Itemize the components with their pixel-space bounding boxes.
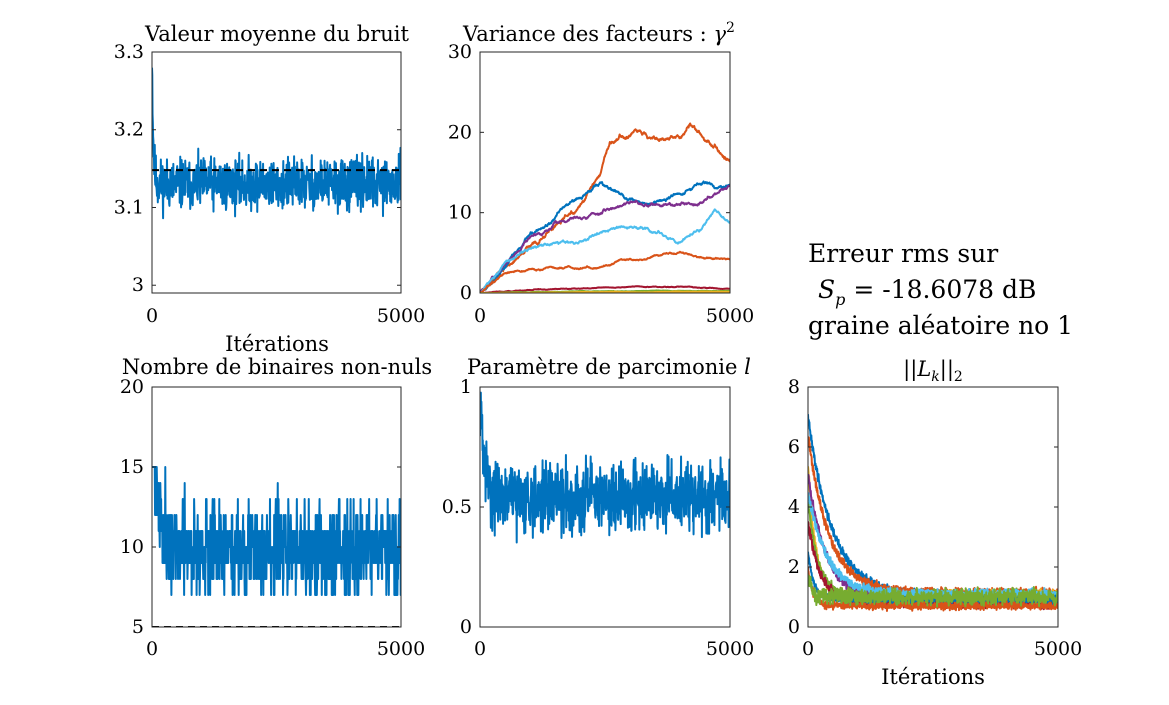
series-line-1: [480, 391, 730, 544]
plot-area: [808, 414, 1058, 612]
x-tick-label: 5000: [377, 305, 425, 327]
panel-title: Nombre de binaires non-nuls: [122, 355, 432, 379]
y-tick-label: 0: [460, 616, 472, 638]
rms-value: = -18.6078 dB: [845, 275, 1036, 304]
panel-title: Variance des facteurs : γ2: [462, 20, 735, 46]
y-tick-label: 2: [788, 556, 800, 578]
sp-subscript: p: [835, 290, 845, 309]
series-line-4: [808, 473, 1058, 606]
panel-sparsity-parameter: Paramètre de parcimonie l 0 5000 00.51: [442, 355, 754, 660]
panel-title: ||Lk||2: [903, 357, 963, 385]
plot-area: [152, 466, 401, 627]
axes-box: [151, 386, 402, 628]
series-line-6: [480, 285, 730, 293]
x-ticks: 0 5000: [474, 305, 754, 327]
y-tick-label: 0: [788, 616, 800, 638]
y-tick-label: 10: [448, 202, 472, 224]
x-axis-label: Itérations: [881, 665, 985, 689]
y-tick-label: 15: [120, 456, 144, 478]
x-tick-label: 5000: [706, 305, 754, 327]
x-tick-label: 0: [474, 638, 486, 660]
x-tick-label: 5000: [1034, 638, 1082, 660]
series-line-5: [480, 250, 730, 293]
series-line-1: [152, 466, 401, 596]
series-line-1: [808, 414, 1058, 604]
panel-factor-variance: Variance des facteurs : γ2 0 5000 010203…: [448, 20, 754, 327]
rms-error-annotation: Erreur rms sur Sp = -18.6078 dB graine a…: [808, 239, 1073, 340]
x-ticks: 0 5000: [802, 638, 1082, 660]
x-axis-label: Itérations: [225, 332, 329, 356]
y-ticks: 0 2 4 6 8: [788, 376, 1058, 638]
y-tick-label: 20: [120, 376, 144, 398]
y-tick-label: 8: [788, 376, 800, 398]
x-tick-label: 0: [474, 305, 486, 327]
series-line-4: [480, 208, 730, 293]
axes-box: [479, 51, 731, 294]
l-symbol: l: [744, 355, 751, 379]
gamma-exponent: 2: [726, 20, 735, 36]
gamma-symbol: γ: [713, 22, 726, 46]
series-line-3: [480, 184, 730, 293]
panel-title-text: Paramètre de parcimonie: [467, 355, 744, 379]
x-tick-label: 0: [146, 305, 158, 327]
l-symbol: L: [916, 357, 931, 381]
y-tick-label: 3.2: [114, 119, 144, 141]
plot-area: [480, 122, 730, 293]
x-tick-label: 0: [802, 638, 814, 660]
y-tick-label: 3.3: [114, 41, 144, 63]
y-tick-label: 4: [788, 496, 800, 518]
annotation-line-2: Sp = -18.6078 dB: [818, 275, 1036, 309]
y-ticks: 5 10 15 20: [120, 376, 401, 638]
x-tick-label: 5000: [706, 638, 754, 660]
y-tick-label: 3: [132, 274, 144, 296]
y-ticks: 3 3.1 3.2 3.3: [114, 41, 401, 296]
series-line-10: [808, 574, 1058, 608]
norm-subscript: 2: [954, 369, 963, 385]
x-ticks: 0 5000: [146, 305, 425, 327]
y-tick-label: 0: [460, 282, 472, 304]
series-line-2: [480, 180, 730, 293]
panel-nonzero-binaries: Nombre de binaires non-nuls 0 5000 5 10 15…: [120, 355, 432, 660]
panel-title-text: Variance des facteurs :: [462, 22, 713, 46]
y-tick-label: 3.1: [114, 196, 144, 218]
annotation-line-3: graine aléatoire no 1: [808, 311, 1073, 340]
panel-title: Paramètre de parcimonie l: [467, 355, 751, 379]
plot-area: [152, 67, 401, 220]
y-tick-label: 1: [460, 376, 472, 398]
y-ticks: 0 10 20 30: [448, 41, 730, 304]
y-tick-label: 5: [132, 616, 144, 638]
x-ticks: 0 5000: [474, 638, 754, 660]
panel-noise-mean: Valeur moyenne du bruit 0 5000 3 3.1 3.2 3.…: [114, 22, 425, 356]
axes-box: [151, 51, 402, 294]
series-line-1: [152, 67, 401, 220]
y-ticks: 00.51: [442, 376, 730, 638]
y-tick-label: 30: [448, 41, 472, 63]
k-subscript: k: [931, 369, 939, 385]
sp-symbol: S: [818, 275, 835, 304]
y-tick-label: 6: [788, 436, 800, 458]
series-line-1: [480, 122, 730, 293]
y-tick-label: 0.5: [442, 496, 472, 518]
x-tick-label: 5000: [377, 638, 425, 660]
y-tick-label: 10: [120, 536, 144, 558]
series-line-8: [480, 290, 730, 293]
panel-title: Valeur moyenne du bruit: [144, 22, 410, 46]
x-ticks: 0 5000: [146, 638, 425, 660]
y-tick-label: 20: [448, 121, 472, 143]
norm-bars-open: ||: [903, 357, 917, 382]
annotation-line-1: Erreur rms sur: [808, 239, 998, 268]
norm-bars-close: ||: [940, 357, 954, 382]
series-line-2: [808, 436, 1058, 600]
x-tick-label: 0: [146, 638, 158, 660]
plot-area: [480, 391, 730, 544]
